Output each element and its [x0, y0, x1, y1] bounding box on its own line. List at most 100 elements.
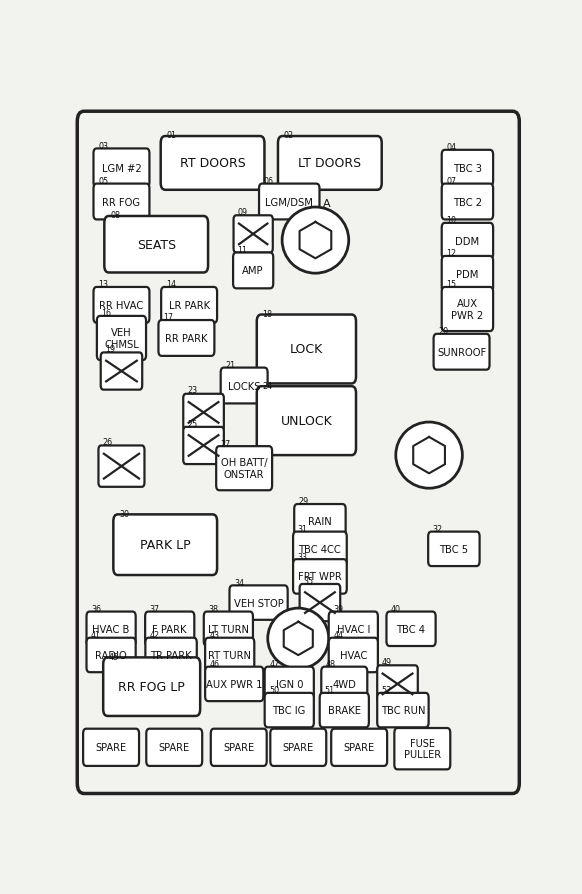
Text: LT TURN: LT TURN: [208, 624, 249, 634]
Text: 33: 33: [297, 552, 308, 561]
Text: 47: 47: [269, 659, 279, 669]
Text: RR FOG LP: RR FOG LP: [118, 680, 185, 694]
FancyBboxPatch shape: [395, 729, 450, 770]
Text: HVAC I: HVAC I: [336, 624, 370, 634]
FancyBboxPatch shape: [183, 394, 224, 432]
Text: 40: 40: [391, 604, 401, 613]
Text: 51: 51: [324, 686, 334, 695]
Text: SUNROOF: SUNROOF: [437, 348, 486, 358]
Text: 25: 25: [187, 419, 197, 428]
FancyBboxPatch shape: [329, 638, 378, 672]
Text: VEH
CHMSL: VEH CHMSL: [104, 328, 139, 350]
FancyBboxPatch shape: [331, 729, 387, 766]
Text: 16: 16: [101, 309, 111, 318]
Text: 02: 02: [284, 131, 294, 140]
FancyBboxPatch shape: [103, 658, 200, 716]
Text: LOCK: LOCK: [290, 343, 323, 356]
Text: SPARE: SPARE: [95, 743, 127, 753]
Text: LGM/DSM: LGM/DSM: [265, 198, 313, 207]
Text: RR FOG: RR FOG: [102, 198, 140, 207]
Text: LR PARK: LR PARK: [169, 300, 210, 310]
Text: 24: 24: [262, 381, 273, 390]
FancyBboxPatch shape: [442, 224, 493, 259]
Text: 03: 03: [98, 141, 108, 151]
Text: AMP: AMP: [243, 266, 264, 276]
Text: TR PARK: TR PARK: [150, 650, 192, 661]
Text: LGM #2: LGM #2: [102, 164, 141, 173]
Text: 17: 17: [163, 313, 173, 322]
Text: 06: 06: [264, 177, 274, 186]
FancyBboxPatch shape: [428, 532, 480, 567]
Text: HVAC: HVAC: [340, 650, 367, 661]
Text: LT DOORS: LT DOORS: [299, 157, 361, 170]
Text: 10: 10: [446, 216, 456, 225]
Text: UNLOCK: UNLOCK: [281, 415, 332, 427]
FancyBboxPatch shape: [377, 665, 418, 703]
Text: A: A: [322, 198, 330, 208]
Text: 14: 14: [166, 280, 176, 289]
Text: RT DOORS: RT DOORS: [180, 157, 246, 170]
FancyBboxPatch shape: [300, 585, 340, 621]
FancyBboxPatch shape: [233, 216, 273, 253]
Text: SEATS: SEATS: [137, 239, 176, 251]
Text: SPARE: SPARE: [283, 743, 314, 753]
Text: PARK LP: PARK LP: [140, 538, 190, 552]
Text: TBC 4: TBC 4: [396, 624, 425, 634]
Text: HVAC B: HVAC B: [93, 624, 130, 634]
Ellipse shape: [282, 207, 349, 274]
FancyBboxPatch shape: [146, 638, 197, 672]
Text: SPARE: SPARE: [159, 743, 190, 753]
FancyBboxPatch shape: [161, 288, 217, 324]
Ellipse shape: [396, 423, 462, 489]
FancyBboxPatch shape: [94, 149, 150, 188]
FancyBboxPatch shape: [294, 504, 346, 539]
FancyBboxPatch shape: [94, 184, 150, 220]
Text: 18: 18: [262, 309, 272, 318]
Text: TBC IG: TBC IG: [272, 705, 306, 715]
Text: RR HVAC: RR HVAC: [100, 300, 144, 310]
FancyBboxPatch shape: [270, 729, 327, 766]
Text: 39: 39: [333, 604, 343, 613]
Text: 48: 48: [326, 659, 336, 669]
FancyBboxPatch shape: [320, 693, 369, 728]
FancyBboxPatch shape: [94, 288, 150, 324]
FancyBboxPatch shape: [83, 729, 139, 766]
FancyBboxPatch shape: [146, 729, 202, 766]
Text: 44: 44: [333, 630, 343, 639]
Text: TBC 3: TBC 3: [453, 164, 482, 173]
Text: 49: 49: [381, 657, 391, 666]
Text: 30: 30: [119, 510, 129, 519]
Text: 09: 09: [237, 207, 248, 216]
FancyBboxPatch shape: [158, 321, 214, 357]
Text: OH BATT/
ONSTAR: OH BATT/ ONSTAR: [221, 458, 268, 479]
FancyBboxPatch shape: [221, 368, 268, 404]
FancyBboxPatch shape: [265, 693, 314, 728]
Text: 35: 35: [304, 576, 314, 585]
FancyBboxPatch shape: [386, 611, 435, 646]
FancyBboxPatch shape: [101, 353, 142, 390]
FancyBboxPatch shape: [204, 611, 253, 646]
Text: 32: 32: [432, 525, 443, 534]
Text: RAIN: RAIN: [308, 517, 332, 527]
FancyBboxPatch shape: [442, 184, 493, 220]
Text: 12: 12: [446, 249, 456, 258]
Text: 43: 43: [210, 630, 219, 639]
FancyBboxPatch shape: [442, 151, 493, 187]
Text: TBC RUN: TBC RUN: [381, 705, 425, 715]
Text: IGN 0: IGN 0: [275, 679, 303, 689]
FancyBboxPatch shape: [77, 112, 519, 794]
FancyBboxPatch shape: [434, 334, 489, 370]
Text: TBC 4CC: TBC 4CC: [299, 544, 341, 554]
Text: 37: 37: [150, 604, 160, 613]
FancyBboxPatch shape: [265, 667, 314, 702]
Text: 45: 45: [109, 652, 119, 661]
FancyBboxPatch shape: [278, 137, 382, 190]
FancyBboxPatch shape: [329, 611, 378, 646]
Text: DDM: DDM: [455, 237, 480, 247]
FancyBboxPatch shape: [87, 638, 136, 672]
Ellipse shape: [268, 609, 329, 669]
Text: 21: 21: [225, 360, 235, 369]
FancyBboxPatch shape: [259, 184, 320, 220]
Text: 15: 15: [446, 280, 456, 289]
FancyBboxPatch shape: [257, 387, 356, 456]
